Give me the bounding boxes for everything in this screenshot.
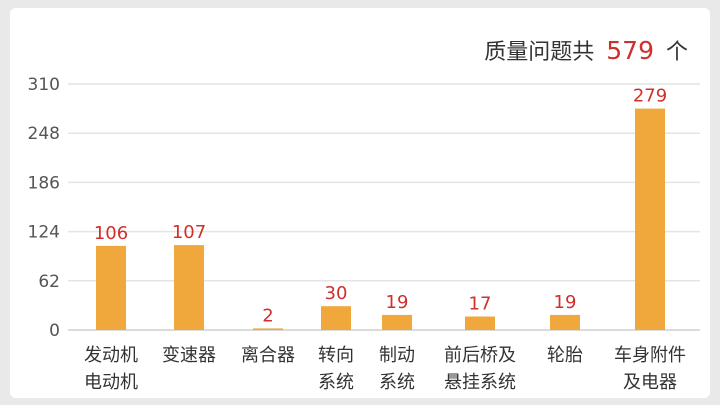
bar-value-label: 107 xyxy=(172,222,206,243)
summary-prefix: 质量问题共 xyxy=(484,40,595,65)
bar-value-label: 279 xyxy=(633,86,667,107)
x-category-label: 变速器 xyxy=(162,345,216,366)
bar xyxy=(321,306,351,330)
y-tick-label: 310 xyxy=(28,75,60,95)
y-tick-label: 124 xyxy=(28,223,60,243)
x-category-label: 离合器 xyxy=(241,345,295,366)
bar xyxy=(550,314,580,330)
chart-card: 质量问题共 579 个 0 62 124 186 248 310 106 发动机电动机 107 变… xyxy=(10,8,710,398)
bar-value-label: 106 xyxy=(94,223,128,244)
bar xyxy=(96,245,126,330)
bar xyxy=(174,245,204,330)
bar-value-label: 17 xyxy=(469,294,492,315)
x-category-label: 车身附件 xyxy=(614,345,686,366)
y-tick-label: 62 xyxy=(38,272,60,292)
summary-total: 579 xyxy=(606,36,654,65)
x-category-label: 电动机 xyxy=(84,372,138,393)
x-category-label: 及电器 xyxy=(623,372,677,393)
y-tick-label: 186 xyxy=(28,173,60,193)
summary-header: 质量问题共 579 个 xyxy=(484,34,688,66)
bar xyxy=(635,108,665,330)
bar-value-label: 19 xyxy=(554,292,577,313)
x-category-label: 发动机 xyxy=(84,345,138,366)
bar xyxy=(253,328,283,330)
x-category-label: 转向 xyxy=(318,345,354,366)
bar-value-label: 19 xyxy=(386,292,409,313)
x-category-label: 系统 xyxy=(379,372,415,393)
x-category-label: 制动 xyxy=(379,345,415,366)
bar-value-label: 2 xyxy=(262,305,273,326)
bar xyxy=(465,316,495,330)
x-category-label: 轮胎 xyxy=(547,345,583,366)
bar-value-label: 30 xyxy=(325,283,348,304)
y-tick-label: 248 xyxy=(28,124,60,144)
summary-suffix: 个 xyxy=(665,40,688,65)
x-category-label: 前后桥及 xyxy=(444,345,516,366)
y-tick-label: 0 xyxy=(49,321,60,341)
x-category-label: 系统 xyxy=(318,372,354,393)
x-category-label: 悬挂系统 xyxy=(444,372,516,393)
bar xyxy=(382,314,412,330)
